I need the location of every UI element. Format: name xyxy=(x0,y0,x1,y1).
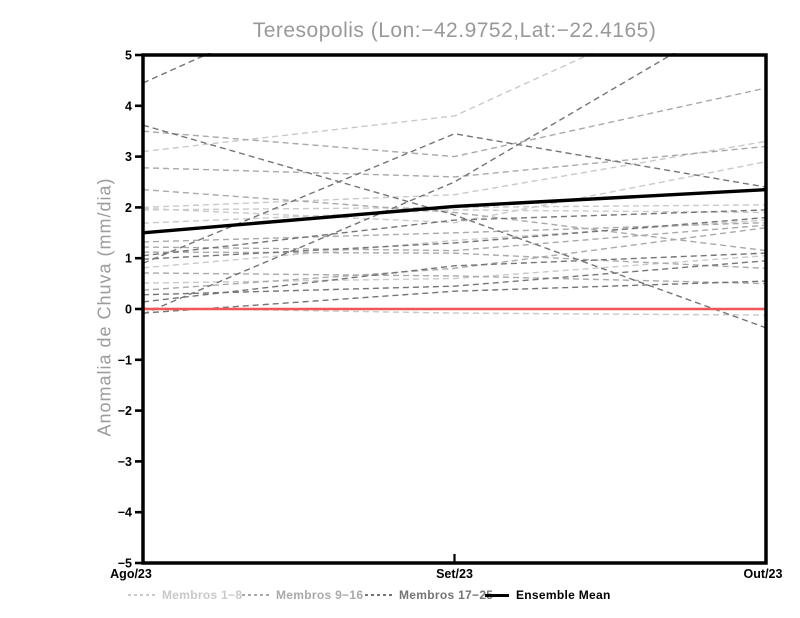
member-line xyxy=(143,53,595,153)
y-tick-label: 2 xyxy=(125,201,132,215)
member-line xyxy=(143,160,766,224)
y-tick-label: −1 xyxy=(118,353,132,367)
member-line xyxy=(143,280,766,314)
y-tick-label: −2 xyxy=(118,404,132,418)
member-line xyxy=(143,272,766,285)
member-line xyxy=(143,224,766,252)
legend-label: Membros 1−8 xyxy=(162,588,243,602)
chart-title: Teresopolis (Lon:−42.9752,Lat:−22.4165) xyxy=(252,19,657,42)
member-line xyxy=(143,145,766,178)
member-line xyxy=(143,227,766,291)
member-line xyxy=(143,260,766,296)
ensemble-mean-line xyxy=(143,187,766,235)
legend-item-membros-1-8: Membros 1−8 xyxy=(128,587,242,603)
legend-label: Membros 17−25 xyxy=(399,588,494,602)
member-line xyxy=(143,188,766,252)
y-tick-label: 1 xyxy=(125,252,132,266)
dashed-line-sample-dark xyxy=(365,594,392,596)
legend-item-membros-17-25: Membros 17−25 xyxy=(365,587,493,603)
y-tick-label: 5 xyxy=(125,49,132,63)
dashed-line-sample-medium xyxy=(242,594,269,596)
x-tick-label: Ago/23 xyxy=(110,567,152,581)
dashed-line-sample-light xyxy=(128,594,155,596)
member-line xyxy=(143,251,766,270)
legend-item-ensemble-mean: Ensemble Mean xyxy=(485,587,611,603)
legend: Membros 1−8 Membros 9−16 Membros 17−25 E… xyxy=(0,587,800,605)
y-tick-label: 3 xyxy=(125,150,132,164)
member-line xyxy=(143,53,676,315)
member-line xyxy=(143,209,766,224)
solid-line-sample xyxy=(485,593,509,597)
y-tick-label: 0 xyxy=(125,303,132,317)
member-line xyxy=(143,140,766,209)
y-tick-label: −5 xyxy=(118,557,132,571)
member-line xyxy=(143,87,766,158)
member-line xyxy=(143,53,212,84)
member-line xyxy=(143,254,766,284)
legend-item-membros-9-16: Membros 9−16 xyxy=(242,587,363,603)
y-tick-label: −4 xyxy=(118,506,132,520)
legend-label: Membros 9−16 xyxy=(276,588,364,602)
member-line xyxy=(143,133,766,264)
member-line xyxy=(143,221,766,243)
x-tick-label: Out/23 xyxy=(744,567,783,581)
y-tick-label: 4 xyxy=(125,99,132,113)
x-tick-label: Set/23 xyxy=(436,567,473,581)
y-tick-label: −3 xyxy=(118,455,132,469)
legend-label: Ensemble Mean xyxy=(516,588,611,602)
member-line xyxy=(143,209,766,257)
member-line xyxy=(143,252,766,303)
member-line xyxy=(143,216,766,260)
member-line xyxy=(143,219,766,269)
member-line xyxy=(143,124,766,329)
